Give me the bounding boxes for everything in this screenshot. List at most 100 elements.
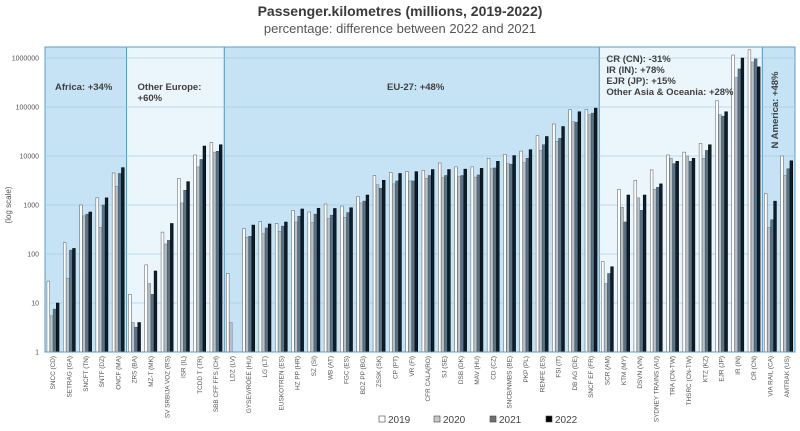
bar-2019 — [568, 109, 572, 353]
x-tick-label: SETRAG (GA) — [66, 356, 73, 398]
bar-2019 — [160, 231, 165, 353]
bar-2022 — [447, 169, 451, 353]
bar-2022 — [545, 136, 549, 353]
bar-2021 — [688, 161, 693, 353]
bar-2022 — [300, 208, 304, 353]
legend-label-2019: 2019 — [388, 415, 411, 426]
x-tick-label: FGC (ES) — [344, 356, 351, 384]
region-label-other-europe-line2: +60% — [138, 93, 163, 104]
bar-2021 — [770, 219, 774, 353]
x-tick-label: BDZ PP (BG) — [360, 356, 367, 394]
y-tick-label: 1000000 — [12, 56, 39, 63]
bar-2021 — [183, 189, 187, 353]
bar-2020 — [571, 121, 575, 353]
bar-2022 — [708, 144, 712, 353]
bar-2022 — [626, 194, 630, 353]
bar-2021 — [281, 225, 285, 353]
bar-2019 — [486, 157, 491, 353]
bar-2020 — [522, 162, 526, 353]
bar-2021 — [705, 150, 709, 353]
bar-2020 — [506, 163, 510, 353]
bar-2019 — [372, 175, 377, 353]
y-tick-label: 1 — [35, 350, 39, 357]
bar-2019 — [340, 205, 344, 353]
x-tick-label: ONCF (MA) — [115, 356, 122, 390]
bar-2019 — [144, 264, 148, 353]
x-tick-label: KTZ (KZ) — [702, 356, 709, 382]
bar-2022 — [740, 57, 745, 353]
bar-2021 — [215, 151, 220, 353]
bar-2020 — [685, 155, 689, 353]
bar-2020 — [375, 184, 380, 353]
x-tick-label: SNTF (DZ) — [99, 356, 106, 387]
bar-2021 — [85, 213, 89, 353]
bar-2022 — [675, 161, 679, 353]
x-tick-label: WB (AT) — [327, 356, 334, 380]
bar-2022 — [284, 221, 288, 353]
bar-2022 — [137, 322, 141, 353]
bar-2019 — [307, 211, 311, 353]
bar-2022 — [724, 111, 728, 353]
bar-2020 — [457, 176, 461, 353]
bar-2022 — [202, 145, 207, 353]
x-tick-label: SJ (SE) — [441, 356, 448, 378]
bar-2022 — [512, 155, 516, 353]
bar-2020 — [98, 227, 103, 353]
bar-2019 — [617, 188, 621, 353]
bar-2021 — [346, 212, 350, 353]
bar-2021 — [330, 214, 334, 353]
bar-2021 — [786, 168, 790, 353]
y-tick-label: 10 — [31, 301, 39, 308]
bar-2020 — [131, 322, 135, 353]
bar-2021 — [542, 144, 546, 353]
bar-2022 — [333, 208, 337, 353]
region-label-africa: Africa: +34% — [55, 82, 113, 93]
bar-2022 — [414, 171, 418, 353]
x-tick-label: SCR (AM) — [605, 356, 612, 385]
chart-title: Passenger.kilometres (millions, 2019-202… — [257, 3, 543, 19]
bar-2022 — [316, 207, 321, 353]
x-tick-label: VR (FI) — [409, 356, 416, 377]
bar-2021 — [590, 112, 595, 353]
bar-2020 — [538, 150, 543, 353]
legend-swatch-2022 — [545, 415, 553, 423]
bar-2021 — [69, 249, 73, 353]
x-tick-label: CFR CALA(RO) — [425, 356, 432, 401]
bar-2019 — [454, 166, 458, 353]
bar-2020 — [82, 215, 86, 353]
bar-2020 — [701, 157, 706, 353]
bar-2020 — [473, 176, 478, 353]
bar-2021 — [574, 121, 578, 353]
bar-2020 — [49, 315, 54, 353]
bar-2019 — [389, 172, 393, 353]
x-tick-label: SNCB/NMBS (BE) — [507, 356, 514, 409]
bar-2019 — [95, 197, 99, 353]
x-tick-label: DSVN (VN) — [637, 356, 644, 389]
bar-2019 — [63, 242, 67, 353]
bar-2021 — [101, 204, 106, 353]
bar-2020 — [294, 221, 298, 353]
bar-2019 — [258, 221, 262, 353]
bar-2020 — [441, 177, 445, 353]
bar-2022 — [153, 270, 158, 353]
bar-2020 — [555, 140, 559, 353]
bar-2019 — [731, 54, 735, 353]
x-tick-label: DSB (DK) — [458, 356, 465, 384]
x-axis-labels: SNCC (CD) SETRAG (GA) SNCFT (TN) SNTF (DZ) O… — [50, 356, 791, 422]
bar-2020 — [278, 231, 282, 353]
x-tick-label: HZ PP (HR) — [295, 356, 302, 390]
legend-swatch-2020 — [433, 415, 441, 423]
region-label-asia-line3: EJR (JP): +15% — [606, 76, 676, 87]
bar-2019 — [242, 228, 246, 353]
bar-2020 — [343, 217, 347, 353]
legend-label-2022: 2022 — [555, 415, 578, 426]
bar-2021 — [672, 163, 676, 353]
bar-2021 — [297, 215, 301, 353]
x-tick-label: SZ (SI) — [311, 356, 318, 376]
x-tick-label: LDZ (LV) — [230, 356, 237, 381]
bar-2022 — [577, 111, 582, 353]
y-tick-label: 100 — [27, 252, 39, 259]
x-tick-label: LG (LT) — [262, 356, 269, 378]
bar-2021 — [411, 180, 415, 353]
bar-2020 — [229, 322, 233, 353]
